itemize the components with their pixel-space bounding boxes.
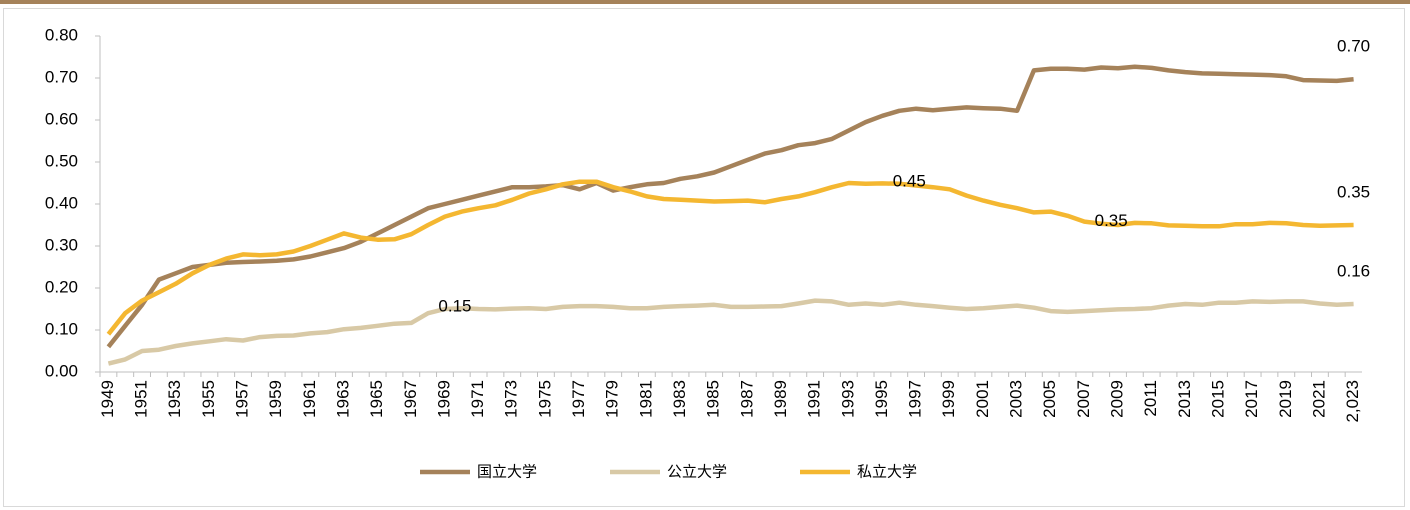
x-tick-label: 1971 [468, 380, 487, 418]
x-tick-label: 1949 [98, 380, 117, 418]
legend-label: 国立大学 [477, 463, 537, 481]
series-line [106, 179, 1354, 336]
chart-frame [3, 8, 1405, 507]
y-tick-label: 0.50 [45, 151, 78, 170]
data-label: 0.15 [438, 296, 471, 315]
x-tick-label: 1977 [569, 380, 588, 418]
x-tick-label: 1975 [535, 380, 554, 418]
x-tick-label: 1951 [132, 380, 151, 418]
x-tick-label: 1995 [872, 380, 891, 418]
series-line [106, 64, 1354, 349]
x-tick-label: 1981 [636, 380, 655, 418]
x-tick-label: 1997 [906, 380, 925, 418]
top-rule [0, 0, 1410, 4]
data-label: 0.35 [1095, 211, 1128, 230]
x-tick-label: 2007 [1074, 380, 1093, 418]
x-tick-label: 1959 [266, 380, 285, 418]
y-tick-label: 0.10 [45, 319, 78, 338]
x-tick-label: 2017 [1242, 380, 1261, 418]
x-tick-label: 1961 [300, 380, 319, 418]
x-tick-label: 2021 [1309, 380, 1328, 418]
x-tick-label: 2019 [1276, 380, 1295, 418]
x-tick-label: 2015 [1208, 380, 1227, 418]
legend-label: 公立大学 [667, 463, 727, 481]
x-tick-label: 2001 [973, 380, 992, 418]
y-tick-label: 0.40 [45, 193, 78, 212]
x-tick-label: 1991 [805, 380, 824, 418]
x-tick-label: 1955 [199, 380, 218, 418]
x-tick-label: 2011 [1141, 380, 1160, 417]
x-tick-label: 2009 [1107, 380, 1126, 418]
series-line [107, 298, 1354, 366]
y-tick-label: 0.80 [45, 25, 78, 44]
data-label: 0.70 [1337, 37, 1370, 56]
y-tick-label: 0.20 [45, 277, 78, 296]
x-tick-label: 1967 [401, 380, 420, 418]
x-tick-label: 2013 [1175, 380, 1194, 418]
x-tick-label: 1979 [603, 380, 622, 418]
x-tick-label: 2003 [1007, 380, 1026, 418]
x-tick-label: 2,023 [1343, 380, 1362, 423]
y-tick-label: 0.30 [45, 235, 78, 254]
x-tick-label: 1957 [233, 380, 252, 418]
x-tick-label: 1963 [333, 380, 352, 418]
data-label: 0.16 [1337, 261, 1370, 280]
x-tick-label: 1965 [367, 380, 386, 418]
y-tick-label: 0.00 [45, 361, 78, 380]
x-tick-label: 1973 [502, 380, 521, 418]
x-tick-label: 1989 [771, 380, 790, 418]
x-tick-label: 1983 [670, 380, 689, 418]
x-tick-label: 1999 [939, 380, 958, 418]
data-label: 0.45 [893, 171, 926, 190]
data-label: 0.35 [1337, 182, 1370, 201]
x-tick-label: 1953 [165, 380, 184, 418]
x-tick-label: 1985 [704, 380, 723, 418]
legend-label: 私立大学 [857, 463, 917, 481]
y-tick-label: 0.60 [45, 109, 78, 128]
x-tick-label: 1993 [838, 380, 857, 418]
y-tick-label: 0.70 [45, 67, 78, 86]
x-tick-label: 1969 [434, 380, 453, 418]
x-tick-label: 1987 [737, 380, 756, 418]
x-tick-label: 2005 [1040, 380, 1059, 418]
